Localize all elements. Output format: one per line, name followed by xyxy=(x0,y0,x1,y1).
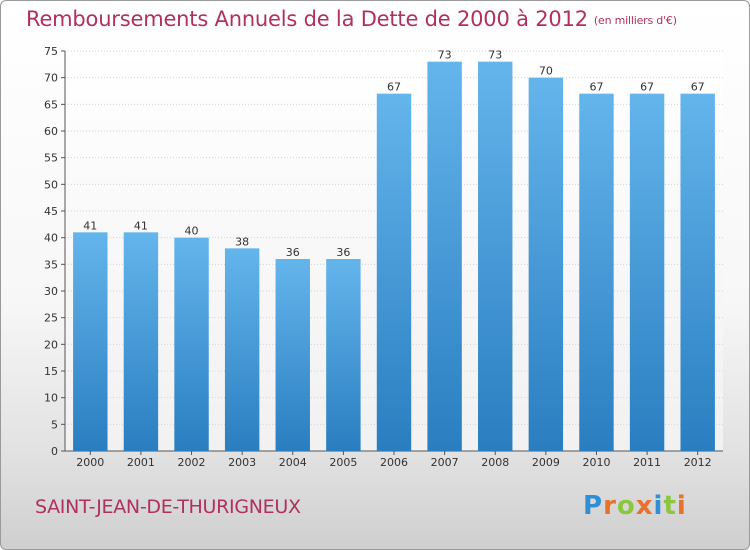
x-tick-label: 2001 xyxy=(127,456,155,469)
bar-value-label: 38 xyxy=(235,235,249,248)
x-tick-label: 2011 xyxy=(633,456,661,469)
y-tick-label: 50 xyxy=(44,178,58,191)
y-tick-label: 65 xyxy=(44,98,58,111)
y-tick-label: 75 xyxy=(44,45,58,58)
y-tick-label: 55 xyxy=(44,152,58,165)
x-tick-label: 2002 xyxy=(178,456,206,469)
x-tick-label: 2004 xyxy=(279,456,307,469)
x-tick-label: 2009 xyxy=(532,456,560,469)
bar-value-label: 70 xyxy=(539,65,553,78)
bar-value-label: 36 xyxy=(286,246,300,259)
y-tick-label: 30 xyxy=(44,285,58,298)
y-tick-label: 60 xyxy=(44,125,58,138)
x-tick-label: 2010 xyxy=(582,456,610,469)
y-tick-label: 15 xyxy=(44,365,58,378)
y-tick-label: 5 xyxy=(51,418,58,431)
svg-text:Proxiti: Proxiti xyxy=(583,491,687,521)
proxiti-logo: Proxiti xyxy=(583,491,687,521)
bar xyxy=(326,259,361,451)
bar xyxy=(427,61,462,452)
bar-value-label: 41 xyxy=(83,219,97,232)
bar xyxy=(579,93,614,452)
x-tick-label: 2012 xyxy=(684,456,712,469)
bar-value-label: 41 xyxy=(134,219,148,232)
bar xyxy=(528,77,564,452)
bar-value-label: 67 xyxy=(589,81,603,94)
y-tick-label: 20 xyxy=(44,338,58,351)
bar xyxy=(629,93,665,452)
chart-title-text: Remboursements Annuels de la Dette de 20… xyxy=(26,7,588,31)
bar xyxy=(680,93,715,452)
bar xyxy=(275,259,310,451)
bar-value-label: 67 xyxy=(640,81,654,94)
bar-value-label: 73 xyxy=(488,49,502,62)
data-labels: 41 41 40 38 36 36 67 73 73 70 67 67 67 xyxy=(83,49,704,259)
bar xyxy=(123,232,159,451)
x-tick-label: 2000 xyxy=(76,456,104,469)
y-tick-label: 25 xyxy=(44,312,58,325)
bar-value-label: 67 xyxy=(387,81,401,94)
y-tick-label: 70 xyxy=(44,72,58,85)
bar xyxy=(174,237,209,451)
bar xyxy=(478,61,513,452)
chart-title: Remboursements Annuels de la Dette de 20… xyxy=(26,7,677,31)
bar xyxy=(376,93,412,452)
x-tick-label: 2006 xyxy=(380,456,408,469)
bar-value-label: 73 xyxy=(438,49,452,62)
y-tick-label: 45 xyxy=(44,205,58,218)
x-tick-label: 2005 xyxy=(329,456,357,469)
y-tick-label: 0 xyxy=(51,445,58,458)
x-tick-label: 2003 xyxy=(228,456,256,469)
x-tick-label: 2007 xyxy=(431,456,459,469)
y-tick-label: 10 xyxy=(44,392,58,405)
bar xyxy=(224,248,260,451)
bar-value-label: 67 xyxy=(691,81,705,94)
bar xyxy=(73,232,108,451)
bar-value-label: 40 xyxy=(185,225,199,238)
x-tick-label: 2008 xyxy=(481,456,509,469)
bar-value-label: 36 xyxy=(336,246,350,259)
bars xyxy=(73,61,715,452)
y-tick-label: 40 xyxy=(44,232,58,245)
y-tick-label: 35 xyxy=(44,258,58,271)
commune-name: SAINT-JEAN-DE-THURIGNEUX xyxy=(35,496,301,518)
chart-unit: (en milliers d'€) xyxy=(593,14,677,27)
